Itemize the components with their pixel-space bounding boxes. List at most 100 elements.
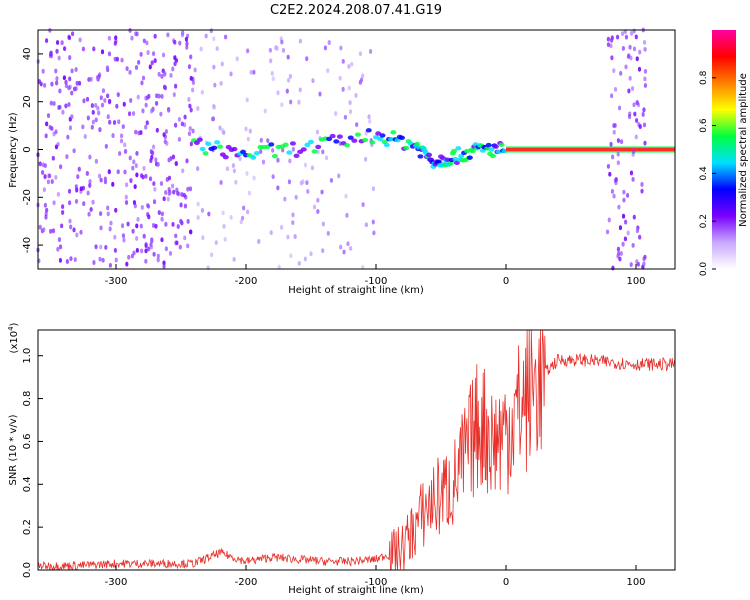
heatmap-cell (132, 250, 136, 256)
heatmap-cell (121, 233, 126, 239)
heatmap-cell (191, 128, 195, 134)
heatmap-cell (108, 263, 112, 268)
heatmap-cell (134, 65, 139, 70)
heatmap-cell (238, 156, 242, 162)
heatmap-cell (153, 33, 157, 39)
heatmap-cell (132, 159, 136, 165)
heatmap-cell (135, 150, 139, 156)
heatmap-cell (152, 181, 156, 187)
heatmap-cell (301, 179, 305, 185)
heatmap-cell (204, 33, 208, 39)
heatmap-cell (129, 98, 133, 103)
heatmap-cell (608, 171, 612, 177)
heatmap-cell (199, 46, 203, 52)
heatmap-cell (611, 154, 615, 160)
heatmap-cell (54, 175, 58, 180)
heatmap-cell (252, 69, 256, 75)
heatmap-cell (232, 256, 236, 262)
heatmap-cell (453, 160, 460, 166)
heatmap-cell (280, 102, 284, 108)
heatmap-cell (174, 233, 178, 239)
heatmap-cell (276, 157, 280, 163)
heatmap-cell (135, 31, 139, 37)
heatmap-cell (186, 186, 190, 192)
heatmap-cell (139, 223, 143, 229)
heatmap-cell (338, 75, 342, 81)
heatmap-cell (77, 80, 82, 86)
heatmap-cell (162, 196, 166, 202)
heatmap-cell (72, 227, 76, 233)
heatmap-cell (70, 114, 74, 120)
heatmap-cell (196, 137, 203, 142)
heatmap-cell (87, 77, 91, 82)
heatmap-cell (74, 67, 78, 72)
heatmap-cell (614, 180, 618, 186)
heatmap-cell (56, 141, 60, 147)
snr-x-axis-label: Height of straight line (km) (288, 585, 424, 596)
heatmap-cell (94, 158, 98, 164)
heatmap-cell (341, 86, 345, 92)
heatmap-cell (152, 251, 156, 257)
heatmap-cell (622, 197, 626, 203)
heatmap-cell (43, 202, 48, 208)
heatmap-cell (310, 165, 315, 171)
heatmap-cell (616, 246, 621, 252)
heatmap-cell (41, 162, 45, 168)
heatmap-cell (624, 64, 628, 70)
heatmap-cell (115, 103, 119, 109)
heatmap-cell (135, 172, 139, 178)
heatmap-cell (132, 200, 137, 205)
heatmap-cell (107, 99, 112, 105)
heatmap-cell (354, 93, 358, 98)
heatmap-cell (347, 64, 351, 69)
heatmap-cell (291, 212, 295, 218)
heatmap-cell (219, 180, 223, 185)
heatmap-cell (114, 257, 118, 263)
heatmap-cell (253, 150, 260, 156)
heatmap-cell (612, 68, 616, 74)
heatmap-cell (122, 101, 126, 107)
heatmap-cell (98, 127, 102, 133)
heatmap-cell (124, 182, 129, 188)
heatmap-cell (156, 257, 160, 263)
snr-x-tick-label: -300 (105, 577, 128, 588)
heatmap-cell (101, 88, 106, 94)
heatmap-cell (305, 180, 309, 186)
heatmap-cell (39, 81, 43, 87)
heatmap-cell (259, 149, 263, 154)
heatmap-cell (359, 77, 364, 83)
heatmap-cell (58, 88, 62, 94)
heatmap-cell (166, 196, 170, 202)
heatmap-cell (130, 35, 134, 41)
spectrogram-x-tick-label: -200 (235, 276, 258, 287)
heatmap-cell (289, 99, 293, 105)
heatmap-cell (96, 105, 100, 111)
heatmap-cell (164, 129, 168, 134)
heatmap-cell (187, 64, 192, 70)
heatmap-cell (68, 218, 72, 224)
snr-scale-factor: (x104) (7, 322, 20, 353)
snr-y-tick-label: 0.2 (22, 519, 33, 535)
heatmap-cell (160, 237, 164, 243)
snr-y-tick-label: 0.6 (22, 433, 33, 449)
heatmap-cell (607, 217, 611, 223)
heatmap-cell (189, 75, 193, 81)
heatmap-cell (183, 203, 188, 209)
heatmap-cell (632, 46, 637, 52)
heatmap-cell (144, 124, 148, 130)
heatmap-cell (333, 139, 340, 144)
heatmap-cell (207, 211, 211, 217)
heatmap-cell (642, 122, 647, 128)
heatmap-cell (323, 45, 328, 51)
spectrogram-y-tick-label: 0 (22, 146, 33, 152)
heatmap-cell (137, 59, 141, 65)
heatmap-cell (371, 186, 376, 192)
heatmap-cell (166, 32, 170, 38)
heatmap-cell (643, 76, 647, 82)
heatmap-cell (618, 256, 622, 262)
heatmap-cell (390, 130, 397, 135)
heatmap-cell (99, 225, 103, 231)
heatmap-cell (120, 223, 125, 229)
heatmap-cell (289, 253, 293, 259)
heatmap-cell (269, 58, 273, 64)
